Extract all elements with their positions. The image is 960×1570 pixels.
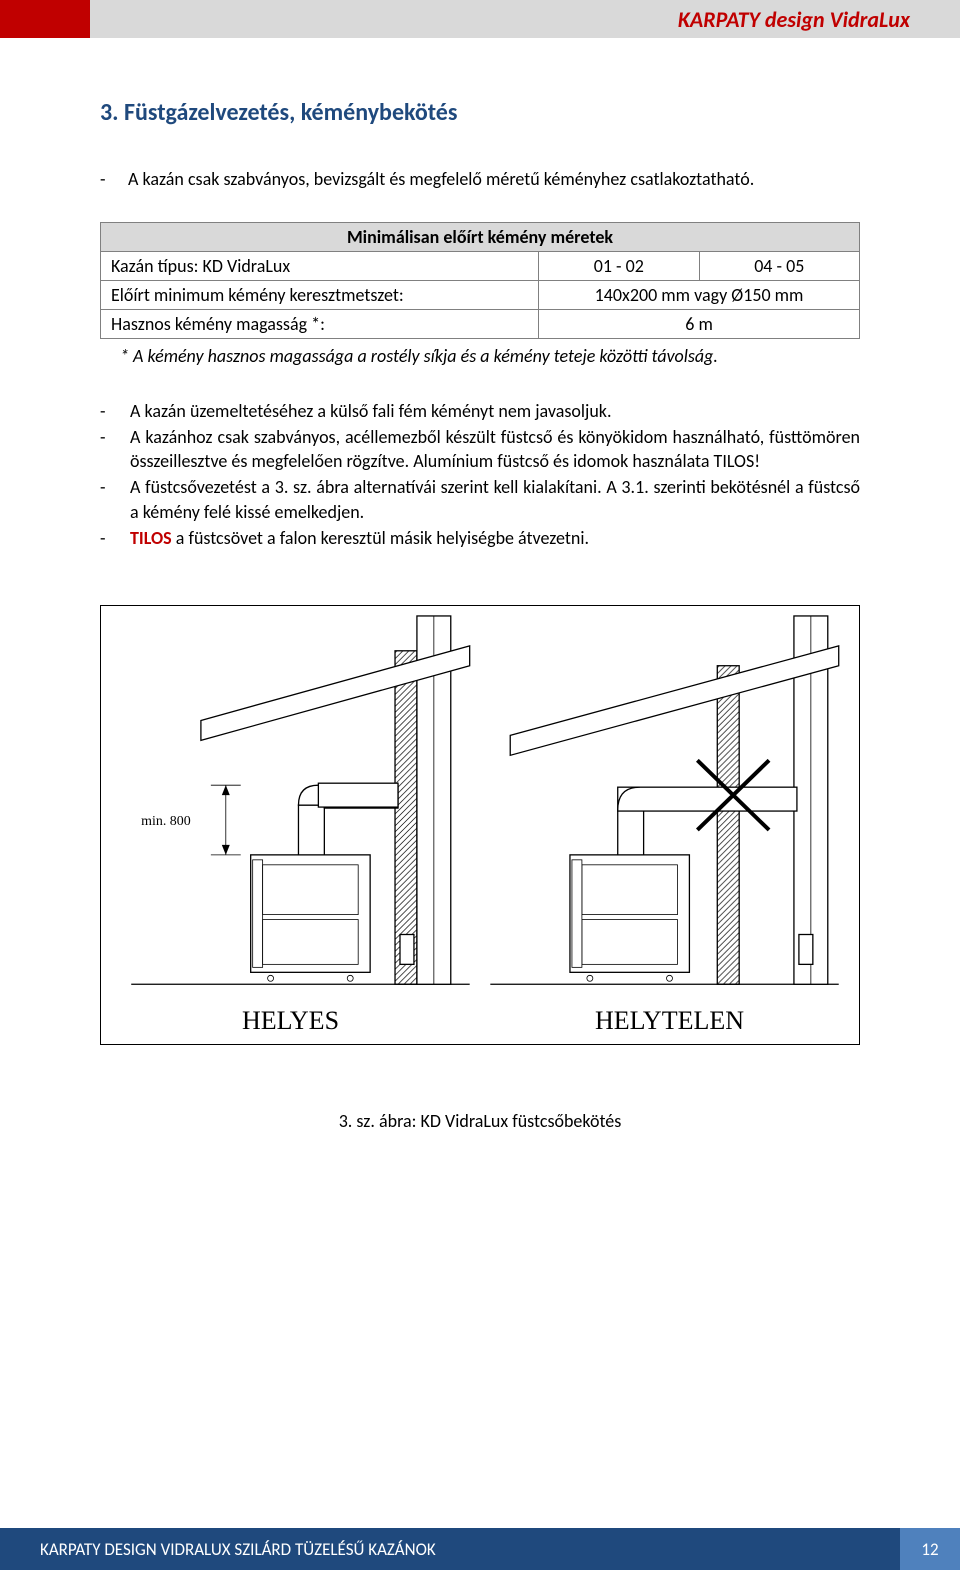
intro-item: - A kazán csak szabványos, bevizsgált és… — [100, 167, 860, 192]
header-red-accent — [0, 0, 90, 38]
dim-label: min. 800 — [141, 814, 191, 829]
dash-icon: - — [100, 526, 130, 550]
bullet-text: A kazán üzemeltetéséhez a külső fali fém… — [130, 399, 860, 423]
table-row: Hasznos kémény magasság *: 6 m — [101, 310, 860, 339]
list-item: - A kazán üzemeltetéséhez a külső fali f… — [100, 399, 860, 423]
section-heading: 3. Füstgázelvezetés, kéménybekötés — [100, 98, 860, 127]
bullet-text: A füstcsővezetést a 3. sz. ábra alternat… — [130, 475, 860, 524]
dash-icon: - — [100, 475, 130, 524]
figure: min. 800 HELYES — [100, 605, 860, 1132]
figure-caption: 3. sz. ábra: KD VidraLux füstcsőbekötés — [100, 1110, 860, 1132]
intro-list: - A kazán csak szabványos, bevizsgált és… — [100, 167, 860, 192]
table-row: Előírt minimum kémény keresztmetszet: 14… — [101, 281, 860, 310]
cell-label: Hasznos kémény magasság *: — [101, 310, 539, 339]
page-content: 3. Füstgázelvezetés, kéménybekötés - A k… — [0, 38, 960, 1132]
list-item: - TILOS a füstcsövet a falon keresztül m… — [100, 526, 860, 550]
cell-label: Előírt minimum kémény keresztmetszet: — [101, 281, 539, 310]
dash-icon: - — [100, 167, 128, 192]
bullet-text: A kazánhoz csak szabványos, acéllemezből… — [130, 425, 860, 474]
doc-title: KARPATY design VidraLux — [678, 6, 910, 33]
table-footnote: * A kémény hasznos magassága a rostély s… — [100, 345, 860, 368]
diagram-wrong-icon — [480, 606, 859, 1044]
list-item: - A kazánhoz csak szabványos, acéllemezb… — [100, 425, 860, 474]
bullet-text: TILOS a füstcsövet a falon keresztül más… — [130, 526, 860, 550]
figure-box: min. 800 HELYES — [100, 605, 860, 1045]
table-row: Kazán típus: KD VidraLux 01 - 02 04 - 05 — [101, 252, 860, 281]
figure-right-label: HELYTELEN — [480, 1006, 859, 1036]
cell: 140x200 mm vagy Ø150 mm — [539, 281, 860, 310]
header-gray-block: KARPATY design VidraLux — [90, 0, 960, 38]
page-number: 12 — [900, 1528, 960, 1570]
footer-text: KARPATY DESIGN VIDRALUX SZILÁRD TÜZELÉSŰ… — [40, 1539, 436, 1560]
table-title: Minimálisan előírt kémény méretek — [101, 223, 860, 252]
footer-bar: KARPATY DESIGN VIDRALUX SZILÁRD TÜZELÉSŰ… — [0, 1528, 960, 1570]
spec-table: Minimálisan előírt kémény méretek Kazán … — [100, 222, 860, 339]
cell: 04 - 05 — [699, 252, 859, 281]
diagram-correct-icon: min. 800 — [101, 606, 480, 1044]
list-item: - A füstcsővezetést a 3. sz. ábra altern… — [100, 475, 860, 524]
cell-label: Kazán típus: KD VidraLux — [101, 252, 539, 281]
figure-left: min. 800 HELYES — [101, 606, 480, 1044]
cell: 01 - 02 — [539, 252, 699, 281]
cell: 6 m — [539, 310, 860, 339]
dash-icon: - — [100, 399, 130, 423]
dash-icon: - — [100, 425, 130, 474]
figure-right: HELYTELEN — [480, 606, 859, 1044]
intro-text: A kazán csak szabványos, bevizsgált és m… — [128, 167, 860, 192]
figure-left-label: HELYES — [101, 1006, 480, 1036]
bullet-list: - A kazán üzemeltetéséhez a külső fali f… — [100, 399, 860, 551]
header-bar: KARPATY design VidraLux — [0, 0, 960, 38]
